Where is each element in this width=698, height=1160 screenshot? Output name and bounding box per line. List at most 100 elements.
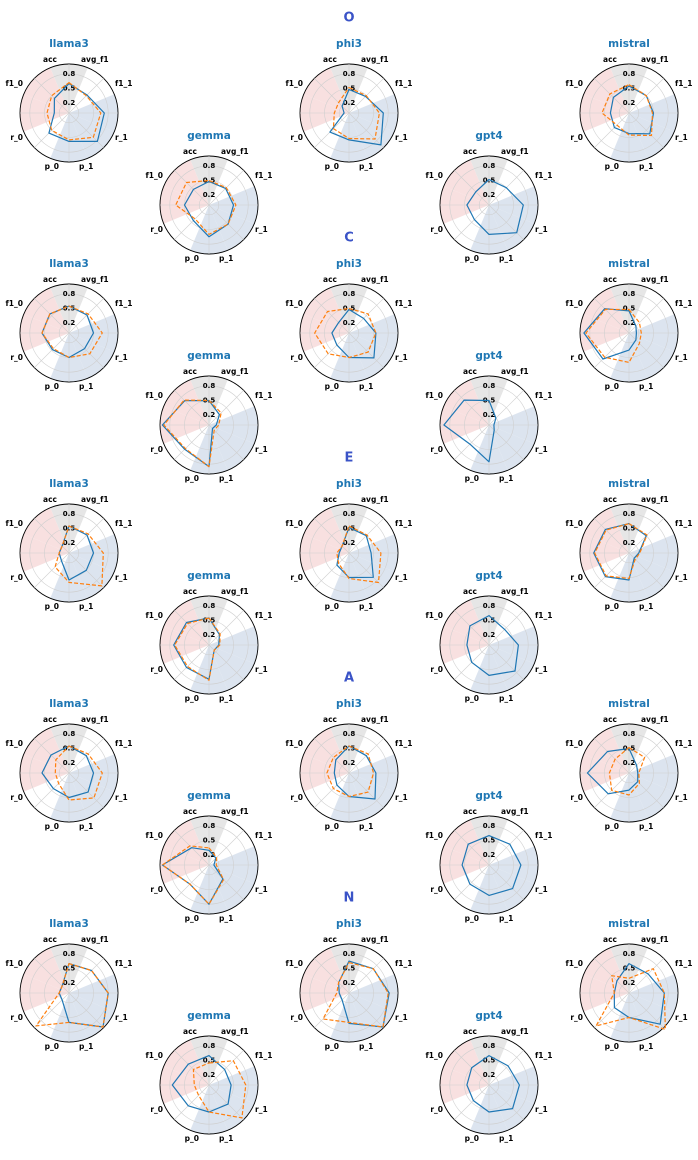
radar-spoke <box>208 610 244 646</box>
radar-spoke <box>594 298 630 334</box>
radar-axis-label-f1_1: f1_1 <box>675 519 692 528</box>
radar-subplot-gpt4: 0.8 0.5 0.2 acc avg_f1 f1_1 r_1 p_1 p_0 r_0 f1_0 gp… <box>426 570 553 703</box>
radar-subplot-phi3: 0.8 0.5 0.2 acc avg_f1 f1_1 r_1 p_1 p_0 r_0 f1_0 ph… <box>286 38 413 171</box>
radar-spoke <box>68 332 104 368</box>
radar-axis-label-p_1: p_1 <box>639 382 653 391</box>
radar-axis-label-f1_0: f1_0 <box>286 519 303 528</box>
radar-spoke <box>34 992 70 1028</box>
radar-spoke <box>68 772 104 808</box>
radar-axis-label-f1_1: f1_1 <box>395 739 412 748</box>
radar-axis-label-p_0: p_0 <box>465 914 479 923</box>
radar-axis-label-p_1: p_1 <box>79 1042 93 1051</box>
radar-axis-label-r_0: r_0 <box>290 793 303 802</box>
radar-axis-label-f1_1: f1_1 <box>675 959 692 968</box>
radar-axis-label-avg_f1: avg_f1 <box>641 495 669 504</box>
radar-axis-label-avg_f1: avg_f1 <box>81 55 109 64</box>
radar-subplot-title: phi3 <box>336 478 362 490</box>
radar-axis-label-r_1: r_1 <box>255 445 268 454</box>
radar-spoke <box>174 170 210 206</box>
radar-axis-label-acc: acc <box>323 935 337 944</box>
radar-axis-label-r_0: r_0 <box>290 353 303 362</box>
radar-spoke <box>208 1084 244 1120</box>
radar-series-dashed <box>161 845 225 905</box>
radar-spoke <box>314 992 350 1028</box>
radar-spoke <box>628 298 664 334</box>
radar-axis-label-r_0: r_0 <box>150 1105 163 1114</box>
radar-subplot-title: gpt4 <box>475 1010 502 1022</box>
radar-axis-label-f1_0: f1_0 <box>286 959 303 968</box>
radar-axis-label-r_0: r_0 <box>290 1013 303 1022</box>
radar-axis-label-f1_1: f1_1 <box>255 611 272 620</box>
radar-axis-label-avg_f1: avg_f1 <box>501 147 529 156</box>
radar-spoke <box>488 390 524 426</box>
radar-ring-label: 0.8 <box>343 70 356 78</box>
radar-spoke <box>594 738 630 774</box>
radar-ring-label: 0.2 <box>483 1071 496 1079</box>
radar-series-dashed <box>601 84 654 137</box>
radar-spoke <box>314 958 350 994</box>
radar-axis-label-acc: acc <box>43 935 57 944</box>
radar-axis-label-f1_1: f1_1 <box>115 959 132 968</box>
radar-spoke <box>314 332 350 368</box>
radar-spoke <box>454 610 490 646</box>
radar-axis-label-r_1: r_1 <box>675 573 688 582</box>
radar-series-dashed <box>326 745 375 798</box>
radar-axis-label-p_0: p_0 <box>185 254 199 263</box>
radar-ring-label: 0.5 <box>203 617 216 625</box>
radar-axis-label-f1_0: f1_0 <box>426 171 443 180</box>
radar-spoke <box>68 298 104 334</box>
radar-subplot-phi3: 0.8 0.5 0.2 acc avg_f1 f1_1 r_1 p_1 p_0 r_0 f1_0 ph… <box>286 918 413 1051</box>
radar-axis-label-p_0: p_0 <box>605 822 619 831</box>
radar-axis-label-avg_f1: avg_f1 <box>81 275 109 284</box>
radar-axis-label-avg_f1: avg_f1 <box>641 275 669 284</box>
radar-axis-label-avg_f1: avg_f1 <box>361 275 389 284</box>
radar-ring-label: 0.2 <box>203 851 216 859</box>
radar-axis-label-r_0: r_0 <box>430 885 443 894</box>
radar-axis-label-p_1: p_1 <box>499 254 513 263</box>
radar-axis-label-avg_f1: avg_f1 <box>221 587 249 596</box>
radar-axis-label-acc: acc <box>603 275 617 284</box>
radar-axis-label-r_1: r_1 <box>395 133 408 142</box>
radar-axis-label-f1_0: f1_0 <box>426 1051 443 1060</box>
radar-axis-label-acc: acc <box>603 495 617 504</box>
radar-axis-label-acc: acc <box>463 147 477 156</box>
radar-ring-label: 0.5 <box>63 745 76 753</box>
radar-axis-label-r_1: r_1 <box>535 885 548 894</box>
radar-series-dashed <box>336 525 382 584</box>
radar-subplot-title: gpt4 <box>475 130 502 142</box>
radar-axis-label-r_1: r_1 <box>255 1105 268 1114</box>
radar-spoke <box>488 644 524 680</box>
radar-axis-label-r_1: r_1 <box>395 793 408 802</box>
radar-ring-label: 0.2 <box>203 1071 216 1079</box>
radar-spoke <box>208 1050 244 1086</box>
radar-axis-label-p_1: p_1 <box>639 1042 653 1051</box>
radar-ring-label: 0.5 <box>623 85 636 93</box>
section-title: A <box>344 671 354 686</box>
radar-spoke <box>454 204 490 240</box>
radar-axis-label-p_1: p_1 <box>359 382 373 391</box>
radar-axis-label-acc: acc <box>183 147 197 156</box>
radar-ring-label: 0.8 <box>623 510 636 518</box>
radar-subplot-llama3: 0.8 0.5 0.2 acc avg_f1 f1_1 r_1 p_1 p_0 r_0 f1_0 ll… <box>6 258 133 391</box>
radar-series-dashed <box>594 523 648 580</box>
radar-series-solid <box>461 835 522 896</box>
radar-axis-label-f1_0: f1_0 <box>146 391 163 400</box>
radar-series-dashed <box>192 1060 247 1119</box>
radar-axis-label-p_1: p_1 <box>639 602 653 611</box>
radar-series-dashed <box>35 963 109 1028</box>
radar-spoke <box>594 518 630 554</box>
radar-spoke <box>348 332 384 368</box>
radar-subplot-title: phi3 <box>336 258 362 270</box>
radar-subplot-title: gpt4 <box>475 570 502 582</box>
radar-spoke <box>174 644 210 680</box>
radar-spoke <box>208 864 244 900</box>
radar-series-dashed <box>608 746 646 796</box>
radar-axis-label-p_1: p_1 <box>359 822 373 831</box>
radar-axis-label-acc: acc <box>323 495 337 504</box>
radar-subplot-title: gemma <box>187 570 231 582</box>
radar-ring-label: 0.2 <box>483 851 496 859</box>
radar-axis-label-p_1: p_1 <box>639 162 653 171</box>
radar-series-dashed <box>54 525 104 587</box>
radar-axis-label-f1_0: f1_0 <box>566 299 583 308</box>
